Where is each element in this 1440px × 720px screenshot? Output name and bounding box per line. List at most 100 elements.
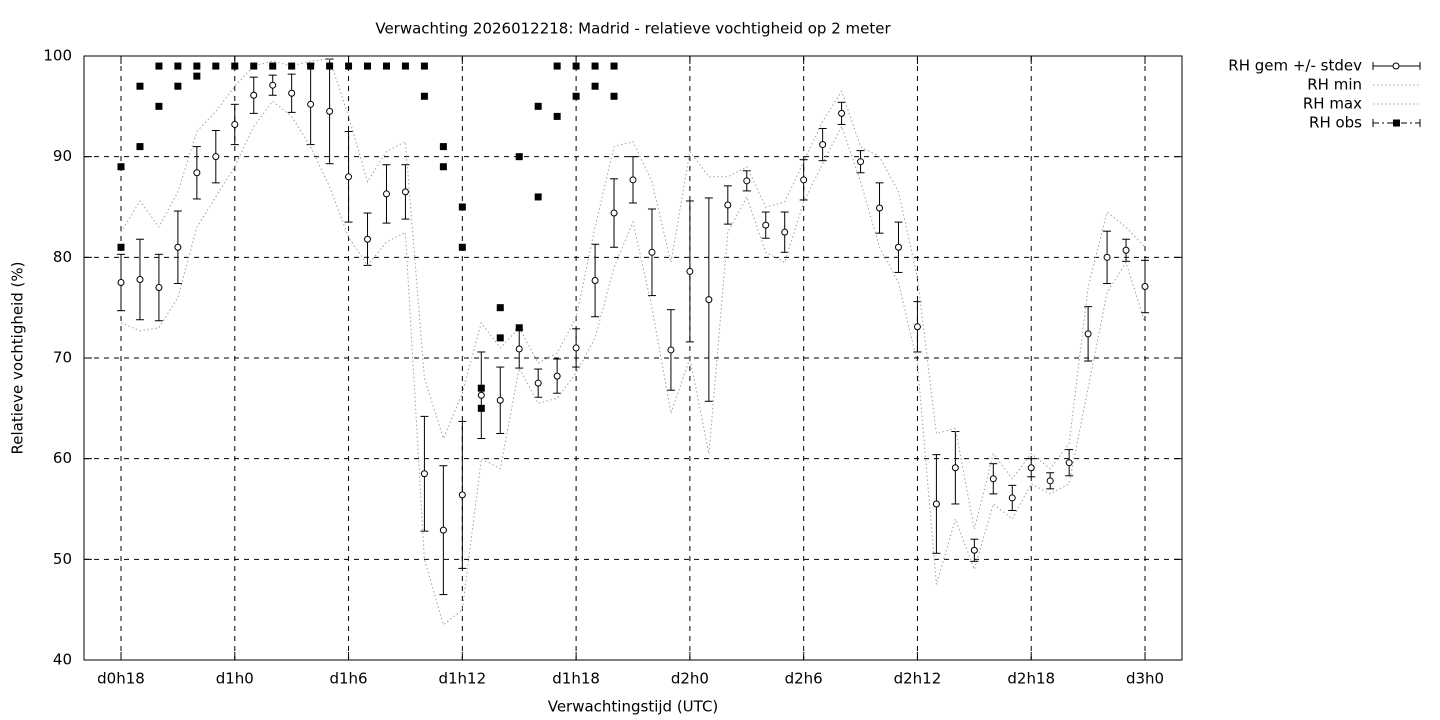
obs-point bbox=[307, 62, 315, 70]
mean-point bbox=[193, 169, 201, 177]
x-tick-label: d1h0 bbox=[216, 670, 254, 688]
mean-point bbox=[231, 120, 239, 128]
y-tick-label: 80 bbox=[53, 248, 72, 266]
x-axis-label: Verwachtingstijd (UTC) bbox=[548, 698, 719, 716]
mean-point bbox=[705, 296, 713, 304]
mean-point bbox=[838, 109, 846, 117]
mean-point bbox=[1122, 246, 1130, 254]
obs-point bbox=[553, 62, 561, 70]
mean-point bbox=[269, 81, 277, 89]
obs-point bbox=[572, 62, 580, 70]
mean-point bbox=[288, 89, 296, 97]
obs-point bbox=[496, 304, 504, 312]
mean-point bbox=[364, 235, 372, 243]
obs-point bbox=[591, 62, 599, 70]
obs-point bbox=[174, 62, 182, 70]
x-tick-label: d0h18 bbox=[97, 670, 145, 688]
obs-point bbox=[136, 82, 144, 90]
mean-point bbox=[345, 173, 353, 181]
obs-point bbox=[193, 72, 201, 80]
obs-point bbox=[553, 112, 561, 120]
obs-point bbox=[174, 82, 182, 90]
obs-point bbox=[212, 62, 220, 70]
mean-point bbox=[724, 201, 732, 209]
obs-point bbox=[250, 62, 258, 70]
mean-point bbox=[951, 464, 959, 472]
obs-point bbox=[420, 92, 428, 100]
y-tick-label: 100 bbox=[43, 47, 72, 65]
obs-point bbox=[155, 62, 163, 70]
obs-point bbox=[439, 143, 447, 151]
x-tick-label: d2h6 bbox=[785, 670, 823, 688]
mean-point bbox=[534, 379, 542, 387]
obs-point bbox=[382, 62, 390, 70]
x-tick-label: d3h0 bbox=[1126, 670, 1164, 688]
obs-point bbox=[477, 404, 485, 412]
mean-point bbox=[439, 526, 447, 534]
mean-point bbox=[572, 344, 580, 352]
mean-point bbox=[477, 391, 485, 399]
legend-label: RH obs bbox=[1309, 114, 1362, 132]
x-tick-label: d1h6 bbox=[329, 670, 367, 688]
x-tick-label: d2h0 bbox=[671, 670, 709, 688]
mean-point bbox=[515, 345, 523, 353]
obs-point bbox=[231, 62, 239, 70]
obs-point bbox=[326, 62, 334, 70]
obs-point bbox=[496, 334, 504, 342]
obs-point bbox=[439, 163, 447, 171]
mean-point bbox=[458, 491, 466, 499]
obs-point bbox=[420, 62, 428, 70]
mean-point bbox=[250, 91, 258, 99]
mean-point bbox=[781, 228, 789, 236]
obs-point bbox=[193, 62, 201, 70]
mean-point bbox=[970, 546, 978, 554]
obs-point bbox=[364, 62, 372, 70]
legend-label: RH min bbox=[1307, 76, 1362, 94]
mean-point bbox=[800, 176, 808, 184]
obs-point bbox=[591, 82, 599, 90]
mean-point bbox=[629, 176, 637, 184]
mean-point bbox=[894, 243, 902, 251]
obs-point bbox=[610, 92, 618, 100]
mean-point bbox=[610, 209, 618, 217]
obs-point bbox=[458, 203, 466, 211]
mean-point bbox=[174, 243, 182, 251]
min-max-line bbox=[120, 58, 1146, 530]
mean-point bbox=[155, 284, 163, 292]
obs-point bbox=[345, 62, 353, 70]
chart-title: Verwachting 2026012218: Madrid - relatie… bbox=[375, 20, 891, 38]
y-tick-label: 70 bbox=[53, 349, 72, 367]
obs-point bbox=[458, 243, 466, 251]
obs-point bbox=[288, 62, 296, 70]
obs-point bbox=[534, 193, 542, 201]
mean-point bbox=[591, 276, 599, 284]
obs-point bbox=[515, 153, 523, 161]
mean-point bbox=[1008, 494, 1016, 502]
mean-point bbox=[857, 158, 865, 166]
obs-point bbox=[401, 62, 409, 70]
mean-point bbox=[1046, 477, 1054, 485]
mean-point bbox=[913, 323, 921, 331]
x-tick-label: d1h18 bbox=[552, 670, 600, 688]
mean-point bbox=[686, 267, 694, 275]
obs-point bbox=[117, 163, 125, 171]
legend-label: RH max bbox=[1303, 95, 1362, 113]
mean-point bbox=[819, 141, 827, 149]
mean-point bbox=[496, 396, 504, 404]
x-tick-label: d1h12 bbox=[438, 670, 486, 688]
legend-sample bbox=[1392, 62, 1400, 70]
mean-point bbox=[382, 190, 390, 198]
mean-point bbox=[1084, 330, 1092, 338]
y-tick-label: 90 bbox=[53, 147, 72, 165]
mean-point bbox=[1027, 464, 1035, 472]
mean-point bbox=[932, 500, 940, 508]
mean-point bbox=[1141, 283, 1149, 291]
obs-point bbox=[534, 102, 542, 110]
obs-point bbox=[515, 324, 523, 332]
mean-point bbox=[401, 188, 409, 196]
mean-point bbox=[553, 372, 561, 380]
obs-point bbox=[269, 62, 277, 70]
obs-point bbox=[477, 384, 485, 392]
mean-point bbox=[989, 475, 997, 483]
